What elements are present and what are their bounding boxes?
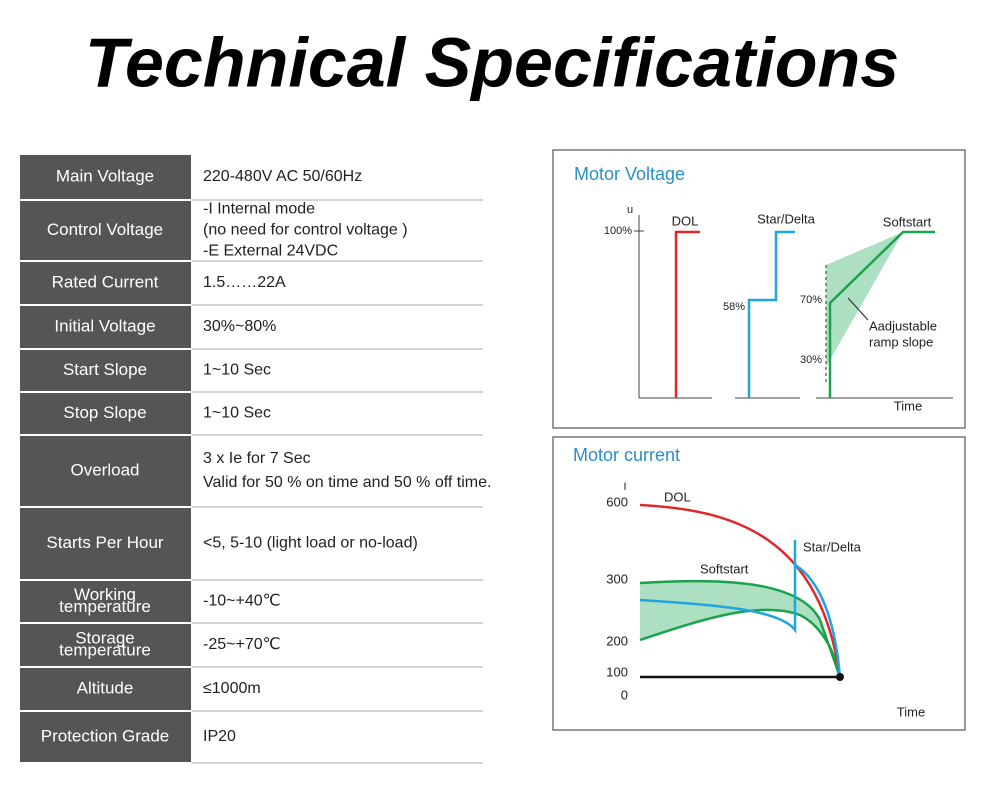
spec-label: Stop Slope (63, 403, 146, 422)
label-cell (20, 350, 191, 391)
spec-value: <5, 5-10 (light load or no-load) (203, 535, 418, 552)
panel-frame (552, 436, 966, 731)
spec-value: -I Internal mode (203, 201, 315, 218)
spec-value: -10~+40℃ (203, 593, 281, 610)
spec-label: Starts Per Hour (46, 533, 163, 552)
label-cell (20, 624, 191, 666)
star-delta-curve (747, 230, 795, 398)
softstart-curve (639, 579, 842, 678)
curve-label: DOL (672, 213, 699, 228)
spec-label: Control Voltage (47, 220, 163, 239)
level-label: 200 (606, 633, 628, 648)
panel-title: Motor current (573, 445, 680, 465)
label-cell (20, 581, 191, 622)
note: ramp slope (869, 334, 933, 349)
page-title: Technical Specifications (85, 23, 899, 101)
label-cell (20, 393, 191, 434)
axis-label: Time (897, 704, 925, 719)
spec-value: Valid for 50 % on time and 50 % off time… (203, 474, 491, 491)
spec-label: Overload (71, 460, 140, 479)
panel-frame (552, 149, 966, 429)
pointer (847, 297, 869, 321)
spec-label: temperature (59, 597, 151, 616)
spec-label: Storage (75, 628, 135, 647)
note: Aadjustable (869, 318, 937, 333)
panel-title: Motor Voltage (574, 164, 685, 184)
spec-value: -E External 24VDC (203, 243, 338, 260)
current-panel: Motor current I 600 300 200 100 0 DOL St… (552, 436, 966, 731)
level-label: 300 (606, 571, 628, 586)
label-cell (20, 306, 191, 348)
curve-label: Softstart (883, 214, 932, 229)
spec-value: -25~+70℃ (203, 636, 281, 653)
spec-value: 3 x Ie for 7 Sec (203, 450, 311, 467)
spec-label: Working (74, 585, 136, 604)
spec-label: Rated Current (52, 272, 159, 291)
spec-label: Initial Voltage (54, 316, 155, 335)
level-label: 100 (606, 664, 628, 679)
spec-value: 220-480V AC 50/60Hz (203, 168, 362, 185)
label-cell (20, 508, 191, 579)
spec-value: (no need for control voltage ) (203, 222, 408, 239)
spec-value: 1~10 Sec (203, 362, 271, 379)
softstart-curve (639, 608, 842, 678)
voltage-panel: Motor Voltage u 100% 58% 70% 30% Aadjust… (552, 149, 966, 429)
axis-label: u (627, 204, 633, 216)
spec-label: Main Voltage (56, 166, 154, 185)
curve-label: Star/Delta (757, 211, 816, 226)
level-label: 0 (621, 687, 628, 702)
axis-label: Time (894, 398, 922, 413)
spec-table: Main Voltage 220-480V AC 50/60Hz Control V… (20, 155, 491, 764)
label-cell (20, 201, 191, 260)
softstart-band (640, 581, 840, 677)
star-delta-curve (639, 540, 842, 678)
axis-label: I (623, 481, 626, 493)
label-cell (20, 712, 191, 762)
spec-label: temperature (59, 640, 151, 659)
label-cell (20, 436, 191, 506)
label-cell (20, 668, 191, 710)
dol-curve (674, 230, 700, 398)
spec-value: 1~10 Sec (203, 405, 271, 422)
curve-label: Softstart (700, 561, 749, 576)
softstart-curve (828, 230, 935, 398)
end-point (836, 673, 844, 681)
spec-label: Start Slope (63, 360, 147, 379)
curve-label: DOL (664, 489, 691, 504)
label-cell (20, 155, 191, 199)
level-label: 600 (606, 494, 628, 509)
spec-label: Protection Grade (41, 726, 170, 745)
level-label: 100% (604, 225, 632, 237)
dol-curve (639, 503, 842, 678)
spec-value: IP20 (203, 728, 236, 745)
level-label: 70% (800, 294, 822, 306)
level-label: 30% (800, 354, 822, 366)
spec-value: 1.5……22A (203, 274, 286, 291)
level-label: 58% (723, 301, 745, 313)
label-cell (20, 262, 191, 304)
spec-value: ≤1000m (203, 680, 261, 697)
curve-label: Star/Delta (803, 539, 862, 554)
spec-value: 30%~80% (203, 318, 276, 335)
ramp-band (826, 232, 903, 367)
spec-label: Altitude (77, 678, 134, 697)
